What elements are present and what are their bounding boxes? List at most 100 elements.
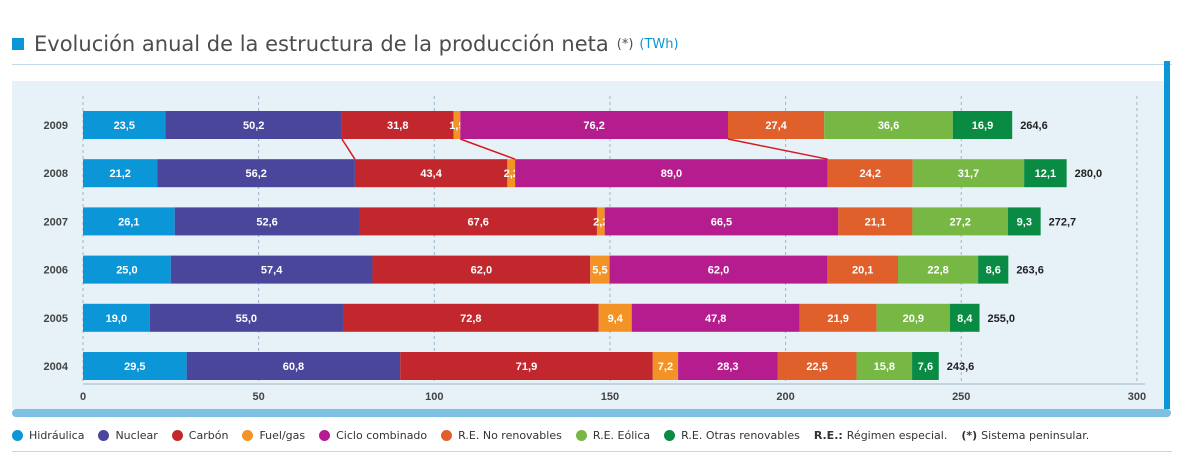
bar-value-label: 21,1: [865, 216, 886, 228]
bar-segment: [912, 352, 939, 380]
bar-value-label: 7,6: [918, 361, 933, 373]
bar-segment: [149, 303, 343, 332]
x-tick-label: 200: [776, 391, 794, 403]
bar-segment: [170, 255, 373, 284]
bar-segment: [912, 207, 1008, 236]
bar-segment: [727, 111, 825, 139]
accent-bar: [1164, 61, 1170, 409]
legend-note-key: R.E.:: [813, 428, 843, 442]
bar-segment: [372, 255, 591, 284]
bar-value-label: 19,0: [106, 313, 127, 325]
bar-segment: [83, 303, 150, 332]
bar-value-label: 16,9: [972, 120, 993, 132]
bar-segment: [652, 352, 679, 380]
bar-segment: [799, 303, 877, 332]
bar-value-label: 20,9: [903, 313, 924, 325]
bar-segment: [678, 352, 778, 380]
bar-segment: [83, 111, 166, 139]
legend-item: Carbón: [171, 428, 229, 442]
bar-segment: [978, 255, 1009, 284]
bar-value-label: 25,0: [116, 265, 137, 277]
bar-value-label: 36,6: [878, 120, 899, 132]
x-tick-label: 300: [1128, 391, 1146, 403]
bar-value-label: 22,5: [806, 361, 827, 373]
bar-value-label: 23,5: [114, 120, 135, 132]
bar-value-label: 20,1: [852, 265, 873, 277]
bar-segment: [354, 159, 508, 188]
bar-segment: [604, 207, 839, 236]
bar-value-label: 31,7: [958, 168, 979, 180]
bar-value-label: 9,4: [608, 313, 624, 325]
y-category-label: 2004: [44, 361, 69, 373]
legend-label: Ciclo combinado: [336, 428, 428, 442]
legend-note-text: Sistema peninsular.: [981, 428, 1090, 442]
bar-segment: [359, 207, 597, 236]
bar-value-label: 24,2: [860, 168, 881, 180]
bar-segment: [912, 159, 1025, 188]
bar-value-label: 31,8: [387, 120, 408, 132]
legend-label: Nuclear: [115, 428, 158, 442]
y-category-label: 2006: [44, 265, 68, 277]
legend-label: R.E. Eólica: [592, 428, 651, 442]
legend-item: R.E. No renovables: [441, 429, 562, 442]
y-category-label: 2005: [44, 313, 68, 325]
bar-segment: [590, 255, 610, 284]
bar-segment: [83, 352, 187, 380]
bar-value-label: 21,2: [110, 168, 131, 180]
bar-segment: [400, 352, 653, 380]
y-category-label: 2007: [44, 216, 68, 228]
bar-segment: [1007, 207, 1041, 236]
bar-total-label: 280,0: [1075, 168, 1103, 180]
title-note: (*): [616, 36, 634, 52]
legend-note-text: Régimen especial.: [846, 428, 948, 442]
legend-note: (*) Sistema peninsular.: [961, 429, 1089, 442]
bar-value-label: 57,4: [261, 265, 283, 277]
legend-dot-icon: [575, 429, 587, 441]
legend-dot-icon: [12, 429, 23, 441]
bar-segment: [83, 159, 158, 188]
legend-item: Nuclear: [98, 428, 158, 442]
legend-dot-icon: [441, 429, 453, 441]
bar-segment: [453, 111, 461, 139]
comparison-connector-line: [341, 138, 356, 160]
bar-value-label: 9,3: [1017, 216, 1032, 228]
legend-label: Carbón: [188, 428, 229, 442]
bar-value-label: 43,4: [420, 168, 442, 180]
legend-item: Ciclo combinado: [319, 429, 427, 442]
bar-value-label: 56,2: [245, 168, 266, 180]
legend-dot-icon: [171, 429, 183, 441]
bar-segment: [609, 255, 828, 284]
bar-value-label: 67,6: [468, 216, 489, 228]
legend-item: R.E. Otras renovables: [664, 429, 800, 442]
bar-total-label: 263,6: [1016, 265, 1044, 277]
bar-total-label: 272,7: [1049, 216, 1077, 228]
bar-value-label: 28,3: [717, 361, 738, 373]
legend-dot-icon: [242, 429, 254, 441]
bar-segment: [827, 159, 913, 188]
bar-segment: [342, 303, 599, 332]
bar-value-label: 60,8: [283, 361, 304, 373]
title-square-icon: [12, 38, 24, 50]
bar-value-label: 47,8: [705, 313, 726, 325]
bottom-divider: [12, 451, 1172, 452]
legend-dot-icon: [664, 429, 676, 441]
bar-segment: [856, 352, 913, 380]
y-category-label: 2008: [44, 168, 68, 180]
x-tick-label: 250: [952, 391, 970, 403]
bar-segment: [898, 255, 979, 284]
bar-value-label: 66,5: [711, 216, 732, 228]
legend-dot-icon: [98, 429, 110, 441]
bar-value-label: 21,9: [827, 313, 848, 325]
legend-item: Fuel/gas: [242, 429, 305, 442]
bar-value-label: 72,8: [460, 313, 481, 325]
bar-segment: [598, 303, 632, 332]
bar-value-label: 15,8: [874, 361, 895, 373]
y-category-label: 2009: [44, 120, 68, 132]
bar-segment: [165, 111, 342, 139]
bar-segment: [341, 111, 454, 139]
bar-segment: [876, 303, 951, 332]
legend-item: R.E. Eólica: [575, 428, 651, 442]
bar-value-label: 62,0: [708, 265, 729, 277]
chart-title: Evolución anual de la estructura de la p…: [34, 32, 609, 56]
legend-item: Hidráulica: [12, 429, 84, 442]
